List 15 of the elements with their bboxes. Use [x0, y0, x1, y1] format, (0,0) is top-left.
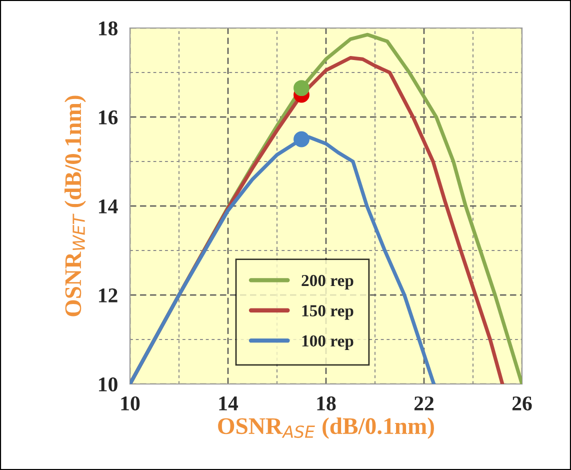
legend-label: 100 rep	[302, 335, 354, 350]
x-tick-label: 10	[121, 396, 140, 410]
y-tick-label: 10	[99, 377, 118, 392]
x-tick-label: 22	[414, 396, 434, 410]
x-axis-title: OSNR$_{ASE}$ (dB/0.1nm)	[218, 417, 434, 439]
y-tick-label: 18	[99, 21, 118, 36]
y-tick-label: 16	[99, 110, 118, 124]
y-axis-title: OSNR$_{WET}$ (dB/0.1nm)	[64, 96, 86, 316]
y-tick-label: 14	[99, 199, 118, 214]
legend-label: 200 rep	[302, 274, 354, 290]
x-tick-label: 26	[512, 396, 532, 410]
y-tick-label: 12	[99, 288, 118, 302]
x-tick-label: 14	[219, 396, 238, 410]
legend-label: 150 rep	[302, 305, 354, 320]
x-tick-label: 18	[317, 396, 336, 410]
